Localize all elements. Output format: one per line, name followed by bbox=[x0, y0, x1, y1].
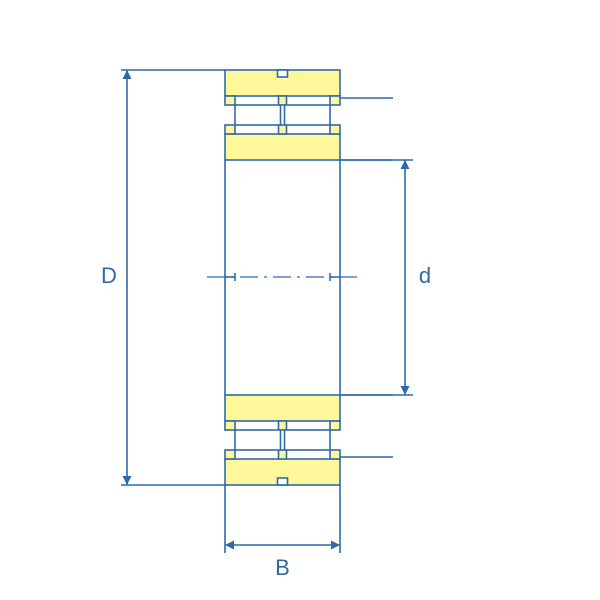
inner-ring-bot bbox=[225, 395, 340, 421]
roller-top-right bbox=[285, 105, 331, 125]
roller-top-left bbox=[235, 105, 281, 125]
roller-bot-left bbox=[235, 430, 281, 450]
inner-ring-top bbox=[225, 134, 340, 160]
label-D: D bbox=[101, 263, 117, 288]
label-B: B bbox=[275, 555, 290, 580]
label-d: d bbox=[419, 263, 431, 288]
roller-bot-right bbox=[285, 430, 331, 450]
